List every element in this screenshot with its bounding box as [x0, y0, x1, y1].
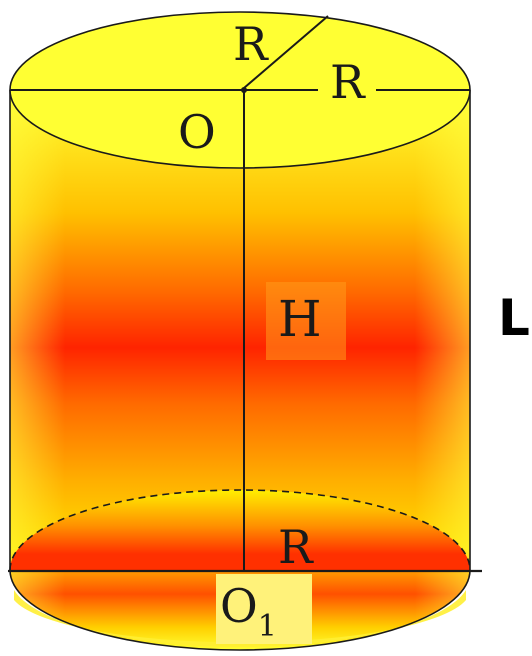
top-radius-label-bg [318, 52, 376, 98]
label-radius-top: R [330, 55, 366, 109]
label-center-bottom: O1 [220, 579, 277, 644]
bottom-ellipse-back [9, 489, 471, 571]
label-center-bottom-subscript: 1 [258, 609, 277, 644]
label-generatrix: L [498, 289, 530, 347]
center-top-point [241, 87, 247, 93]
top-radius-diagonal [243, 15, 329, 89]
height-label-bg [266, 282, 346, 360]
label-center-top: O [178, 105, 216, 159]
label-radius-bottom: R [278, 520, 314, 574]
label-height: H [278, 290, 322, 348]
bottom-ellipse-front [9, 569, 471, 651]
label-radius-diagonal: R [233, 17, 269, 71]
bottom-disk-fill [10, 490, 470, 570]
bottom-center-label-bg [216, 574, 312, 644]
label-center-bottom-letter: O [220, 579, 258, 633]
